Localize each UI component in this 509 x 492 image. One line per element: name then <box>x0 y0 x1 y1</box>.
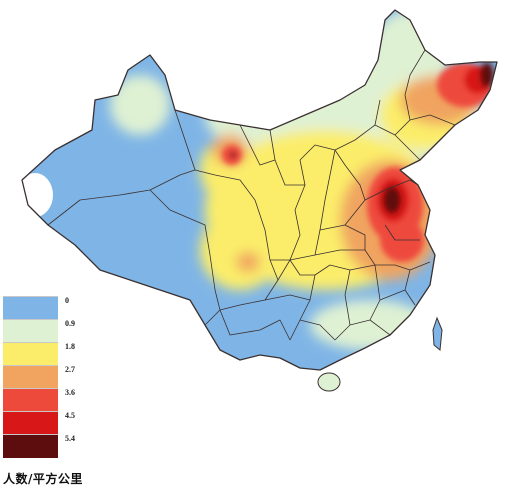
density-zone-peak-lanzhou <box>230 152 236 158</box>
density-zone-peak-northeast <box>480 62 494 88</box>
legend-swatch <box>3 319 58 343</box>
density-zone-orange-sichuan <box>236 252 260 272</box>
legend-label: 1.8 <box>65 342 75 351</box>
legend-label: 5.4 <box>65 434 75 443</box>
legend-swatch <box>3 411 58 435</box>
legend-swatch <box>3 434 58 458</box>
density-zone-mid-west <box>200 210 280 290</box>
legend: 0 0.9 1.8 2.7 3.6 4.5 5.4 <box>3 296 113 458</box>
legend-label: 3.6 <box>65 388 75 397</box>
legend-item: 3.6 <box>3 388 113 412</box>
legend-label: 0 <box>65 296 69 305</box>
hainan-island <box>317 372 341 392</box>
legend-item: 0.9 <box>3 319 113 343</box>
legend-label: 4.5 <box>65 411 75 420</box>
legend-label: 2.7 <box>65 365 75 374</box>
legend-item: 2.7 <box>3 365 113 389</box>
density-zone-low-xinjiang <box>110 75 170 135</box>
legend-item: 0 <box>3 296 113 320</box>
legend-item: 4.5 <box>3 411 113 435</box>
legend-swatch <box>3 296 58 320</box>
legend-swatch <box>3 365 58 389</box>
legend-item: 5.4 <box>3 434 113 458</box>
legend-unit-label: 人数/平方公里 <box>3 472 83 486</box>
taiwan-island <box>432 316 443 351</box>
province-borders <box>21 9 498 371</box>
legend-label: 0.9 <box>65 319 75 328</box>
density-zone-low-south <box>310 300 430 350</box>
country-border <box>21 9 498 371</box>
legend-swatch <box>3 388 58 412</box>
density-zone-peak-shandong <box>383 186 401 214</box>
legend-item: 1.8 <box>3 342 113 366</box>
legend-swatch <box>3 342 58 366</box>
